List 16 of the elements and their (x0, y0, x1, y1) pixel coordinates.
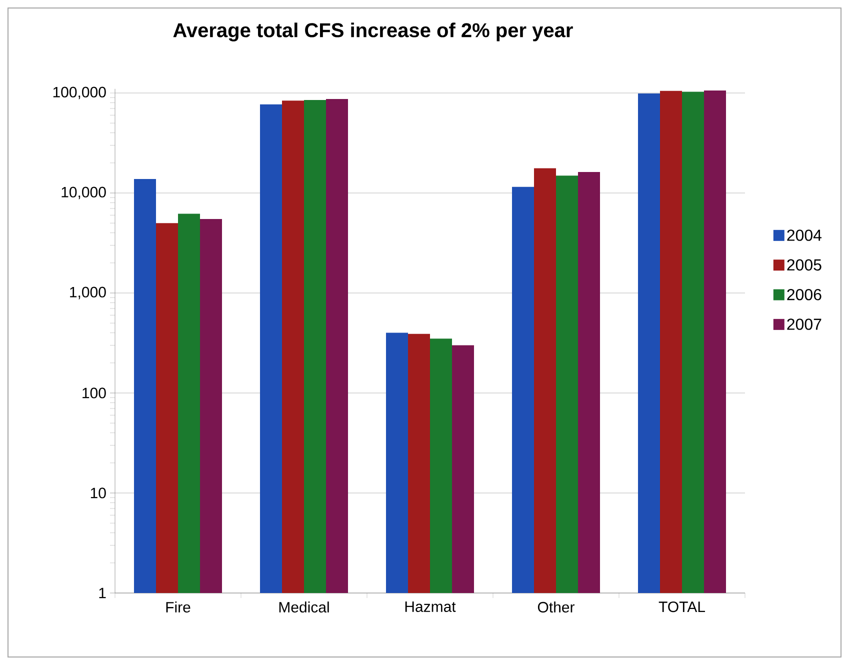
y-tick-label: 1 (99, 588, 106, 598)
x-tick-label: Hazmat (405, 602, 456, 612)
legend-label: 2006 (787, 288, 822, 300)
legend-label: 2004 (787, 230, 822, 241)
x-tick-label: Fire (166, 602, 190, 613)
legend-label: 2007 (787, 318, 822, 330)
chart-title: Average total CFS increase of 2% per year (173, 22, 573, 42)
y-tick-label: 1,000 (70, 286, 106, 300)
x-tick-label: TOTAL (658, 602, 705, 612)
x-tick-label: Medical (279, 602, 329, 613)
y-tick-label: 100 (82, 388, 106, 398)
y-tick-label: 10 (90, 488, 106, 498)
x-tick-label: Other (538, 602, 574, 613)
y-tick-label: 100,000 (53, 86, 106, 100)
y-tick-label: 10,000 (62, 186, 106, 200)
legend-label: 2005 (787, 259, 822, 271)
